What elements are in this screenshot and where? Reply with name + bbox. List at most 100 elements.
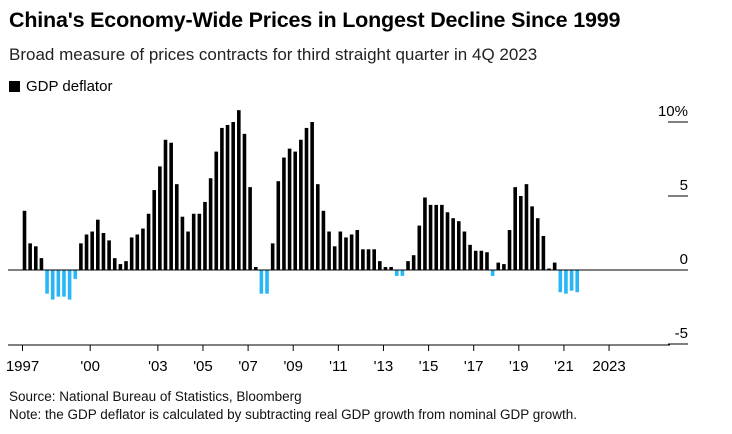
bar-positive [541,235,546,270]
bar-positive [349,234,354,270]
bar-negative [490,270,495,276]
chart-footer: Source: National Bureau of Statistics, B… [9,388,577,424]
bar-negative [569,270,574,291]
methodology-note: Note: the GDP deflator is calculated by … [9,407,578,422]
bar-negative [56,270,61,297]
bar-positive [225,124,230,271]
bar-positive [321,210,326,270]
bar-positive [214,151,219,270]
bar-positive [378,261,382,270]
bar-positive [473,250,478,270]
bar-positive [451,218,455,270]
bar-positive [84,234,89,270]
bar-positive [203,201,207,270]
bar-positive [552,262,557,270]
bar-positive [146,213,151,270]
x-tick-label: '15 [419,358,439,375]
bar-positive [180,216,185,270]
bar-positive [96,219,100,270]
bar-positive [513,187,517,270]
bar-negative [50,270,55,300]
bar-positive [248,187,252,270]
legend-swatch [9,81,20,92]
bar-positive [344,237,348,270]
bar-positive [332,246,337,270]
x-tick-label: '11 [329,358,347,375]
bar-positive [112,258,117,270]
bar-positive [33,246,38,270]
x-tick-label: 2023 [592,358,625,375]
bar-positive [287,148,292,270]
bar-positive [118,264,123,270]
bar-negative [62,270,66,297]
bar-positive [220,127,224,270]
legend-label: GDP deflator [26,78,113,95]
bar-positive [423,197,427,270]
chart-legend: GDP deflator [9,78,112,95]
bar-positive [28,243,32,270]
bar-positive [496,262,501,270]
bar-negative [575,270,580,293]
x-tick-label: '07 [238,358,258,375]
bar-positive [39,258,44,270]
bar-positive [174,184,179,270]
bar-positive [163,139,168,270]
bar-negative [400,270,405,276]
y-tick-label: 5 [680,177,688,194]
bar-positive [417,225,422,270]
bar-positive [253,267,258,270]
x-tick-label: '05 [193,358,213,375]
x-tick-label: '21 [554,358,574,375]
bar-negative [259,270,264,294]
bar-positive [124,261,128,270]
bar-positive [129,237,134,270]
bar-positive [338,231,343,270]
bar-positive [282,157,286,270]
bar-positive [186,231,190,270]
bar-positive [299,139,303,270]
bar-positive [434,204,439,270]
bar-negative [73,270,78,279]
x-tick-label: '13 [374,358,394,375]
bar-positive [191,213,196,270]
y-tick-label: 10% [658,103,688,120]
bar-positive [101,233,106,270]
bar-positive [366,249,371,270]
bar-positive [107,240,111,270]
x-tick-label: '03 [148,358,168,375]
bar-positive [355,230,360,270]
x-tick-label: '00 [80,358,100,375]
bar-positive [389,267,393,270]
bar-positive [169,142,173,270]
bar-positive [197,213,202,270]
bar-positive [327,231,331,270]
bar-positive [530,206,534,270]
bar-negative [394,270,399,276]
bar-positive [383,267,388,270]
x-tick-label: 1997 [6,358,39,375]
bar-positive [141,228,145,270]
x-tick-label: '19 [509,358,529,375]
bar-negative [564,270,568,294]
source-note: Source: National Bureau of Statistics, B… [9,389,302,404]
bar-positive [231,122,235,270]
y-tick-label: 0 [680,251,688,268]
bar-positive [22,210,27,270]
bar-negative [265,270,269,294]
y-tick-label: -5 [675,325,688,342]
x-tick-label: '09 [283,358,303,375]
bar-positive [293,151,298,270]
x-tick-label: '17 [464,358,484,375]
bar-positive [411,255,416,270]
bar-positive [158,166,162,270]
bar-positive [152,190,157,270]
bar-positive [406,261,410,270]
bar-positive [502,264,506,270]
bar-positive [315,184,320,270]
bar-positive [237,110,241,270]
bar-positive [479,250,484,270]
bar-positive [90,231,94,270]
bar-positive [445,212,450,270]
chart-title: China's Economy-Wide Prices in Longest D… [9,8,621,32]
